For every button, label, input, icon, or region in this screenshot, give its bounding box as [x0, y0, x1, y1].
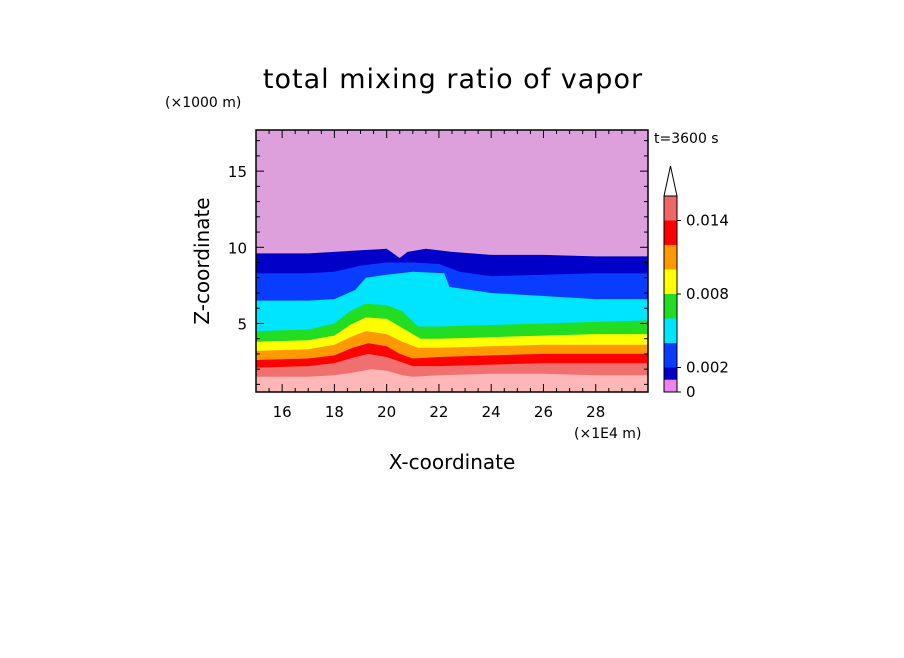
colorbar-label: 0.002 [686, 359, 729, 377]
colorbar-swatch [664, 367, 677, 380]
x-tick-label: 20 [377, 403, 396, 421]
x-tick-label: 18 [325, 403, 344, 421]
y-units-label: (×1000 m) [165, 95, 241, 111]
axis-ticks: 16 18 20 22 24 26 28 5 10 15 [228, 130, 649, 421]
contour-band [256, 369, 648, 392]
colorbar-label: 0.008 [686, 285, 729, 303]
colorbar-label: 0.014 [686, 212, 729, 230]
x-tick-label: 26 [534, 403, 553, 421]
x-units-label: (×1E4 m) [574, 426, 641, 442]
x-axis-label: X-coordinate [389, 450, 516, 474]
colorbar-extend-arrow [663, 165, 678, 197]
x-tick-label: 28 [586, 403, 605, 421]
colorbar-swatch [664, 379, 677, 392]
colorbar-swatch [664, 294, 677, 319]
colorbar-swatch [664, 318, 677, 343]
y-tick-label: 15 [228, 163, 247, 181]
contour-bands [256, 130, 648, 392]
colorbar-swatch [664, 269, 677, 294]
colorbar-swatch [664, 196, 677, 221]
y-tick-label: 5 [237, 315, 247, 333]
colorbar-label: 0 [686, 383, 696, 401]
colorbar-swatch [664, 343, 677, 368]
plot-area [255, 129, 649, 393]
y-axis-label: Z-coordinate [190, 197, 214, 324]
colorbar-swatch [664, 245, 677, 270]
colorbar: 0 0.002 0.008 0.014 [663, 165, 729, 401]
colorbar-swatch [664, 220, 677, 245]
x-tick-label: 16 [273, 403, 292, 421]
x-tick-label: 22 [429, 403, 448, 421]
x-tick-label: 24 [482, 403, 501, 421]
y-tick-label: 10 [228, 239, 247, 257]
time-label: t=3600 s [654, 131, 719, 147]
chart-title: total mixing ratio of vapor [263, 64, 643, 95]
